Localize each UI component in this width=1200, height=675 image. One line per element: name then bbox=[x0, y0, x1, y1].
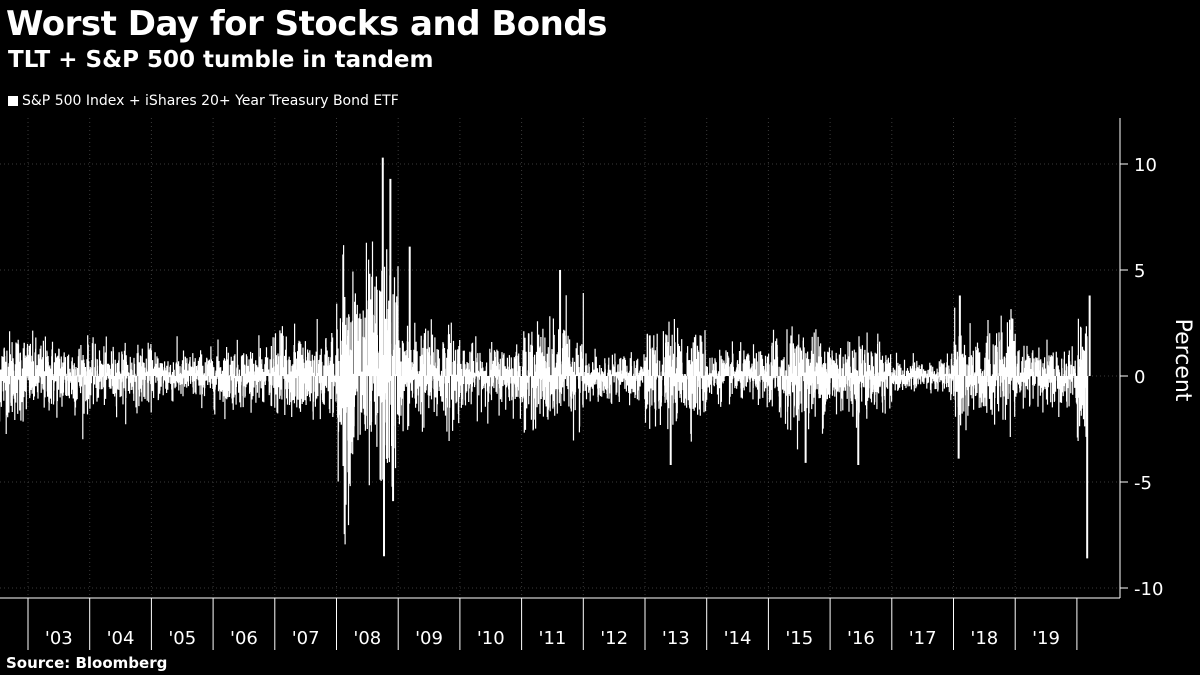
x-tick-label: '16 bbox=[847, 628, 875, 649]
y-tick-label: 5 bbox=[1134, 261, 1145, 282]
x-tick-label: '09 bbox=[415, 628, 443, 649]
x-tick-label: '08 bbox=[353, 628, 381, 649]
x-tick-label: '07 bbox=[292, 628, 320, 649]
x-tick-label: '05 bbox=[168, 628, 196, 649]
x-tick-label: '15 bbox=[785, 628, 813, 649]
legend: S&P 500 Index + iShares 20+ Year Treasur… bbox=[8, 92, 399, 110]
y-tick-label: -10 bbox=[1134, 579, 1163, 600]
x-tick-label: '04 bbox=[107, 628, 135, 649]
series-bars bbox=[0, 241, 1088, 545]
x-tick-label: '12 bbox=[600, 628, 628, 649]
x-tick-label: '17 bbox=[909, 628, 937, 649]
series-daily-bars bbox=[0, 241, 1088, 545]
chart-subtitle: TLT + S&P 500 tumble in tandem bbox=[8, 47, 434, 73]
y-axis-label: Percent bbox=[1170, 319, 1195, 402]
legend-swatch bbox=[8, 96, 18, 106]
x-tick-label: '11 bbox=[539, 628, 567, 649]
y-tick-label: -5 bbox=[1134, 473, 1152, 494]
x-tick-label: '13 bbox=[662, 628, 690, 649]
y-tick-label: 0 bbox=[1134, 367, 1145, 388]
x-tick-label: '03 bbox=[45, 628, 73, 649]
chart-title: Worst Day for Stocks and Bonds bbox=[6, 4, 607, 44]
y-tick-label: 10 bbox=[1134, 155, 1157, 176]
x-tick-label: '18 bbox=[970, 628, 998, 649]
x-tick-label: '19 bbox=[1032, 628, 1060, 649]
x-tick-label: '14 bbox=[724, 628, 752, 649]
legend-label: S&P 500 Index + iShares 20+ Year Treasur… bbox=[22, 93, 399, 109]
x-tick-label: '06 bbox=[230, 628, 258, 649]
source-note: Source: Bloomberg bbox=[6, 654, 168, 672]
x-tick-label: '10 bbox=[477, 628, 505, 649]
